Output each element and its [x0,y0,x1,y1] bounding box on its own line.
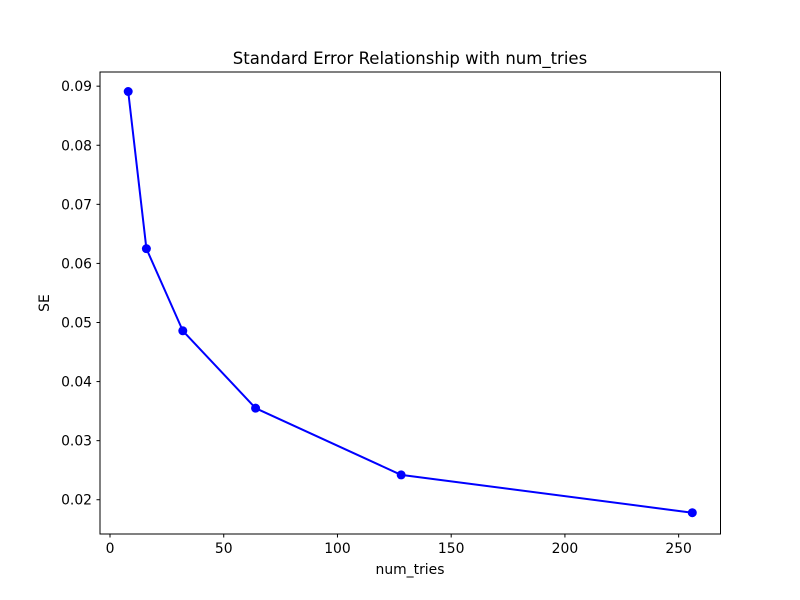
y-tick-label: 0.02 [61,493,92,509]
data-point-marker [123,86,133,96]
series-line [127,90,694,514]
x-tick-label: 250 [665,541,692,557]
data-point-marker [396,470,406,480]
data-point-marker [178,326,188,336]
y-tick-label: 0.07 [61,197,92,213]
tick-layer: 0 50 100 150 200 250 0.02 0.03 0.04 0.05 0.06 0.07 0… [61,79,692,557]
x-tick-label: 0 [106,541,115,557]
y-tick-label: 0.03 [61,434,92,450]
series-layer [123,86,697,518]
y-tick-label: 0.06 [61,256,92,272]
data-point-marker [141,244,151,254]
y-tick-label: 0.09 [61,79,92,95]
x-tick-label: 150 [438,541,465,557]
x-tick-label: 50 [215,541,233,557]
data-point-marker [687,508,697,518]
x-axis-label: num_tries [376,562,445,578]
plot-border [99,71,721,535]
y-axis-label: SE [37,294,53,312]
data-point-marker [251,403,261,413]
chart-title: Standard Error Relationship with num_tri… [233,49,587,69]
axes-frame [99,71,721,535]
x-tick-label: 100 [324,541,351,557]
y-tick-label: 0.05 [61,315,92,331]
y-tick-label: 0.08 [61,138,92,154]
x-tick-label: 200 [552,541,579,557]
y-tick-label: 0.04 [61,375,92,391]
